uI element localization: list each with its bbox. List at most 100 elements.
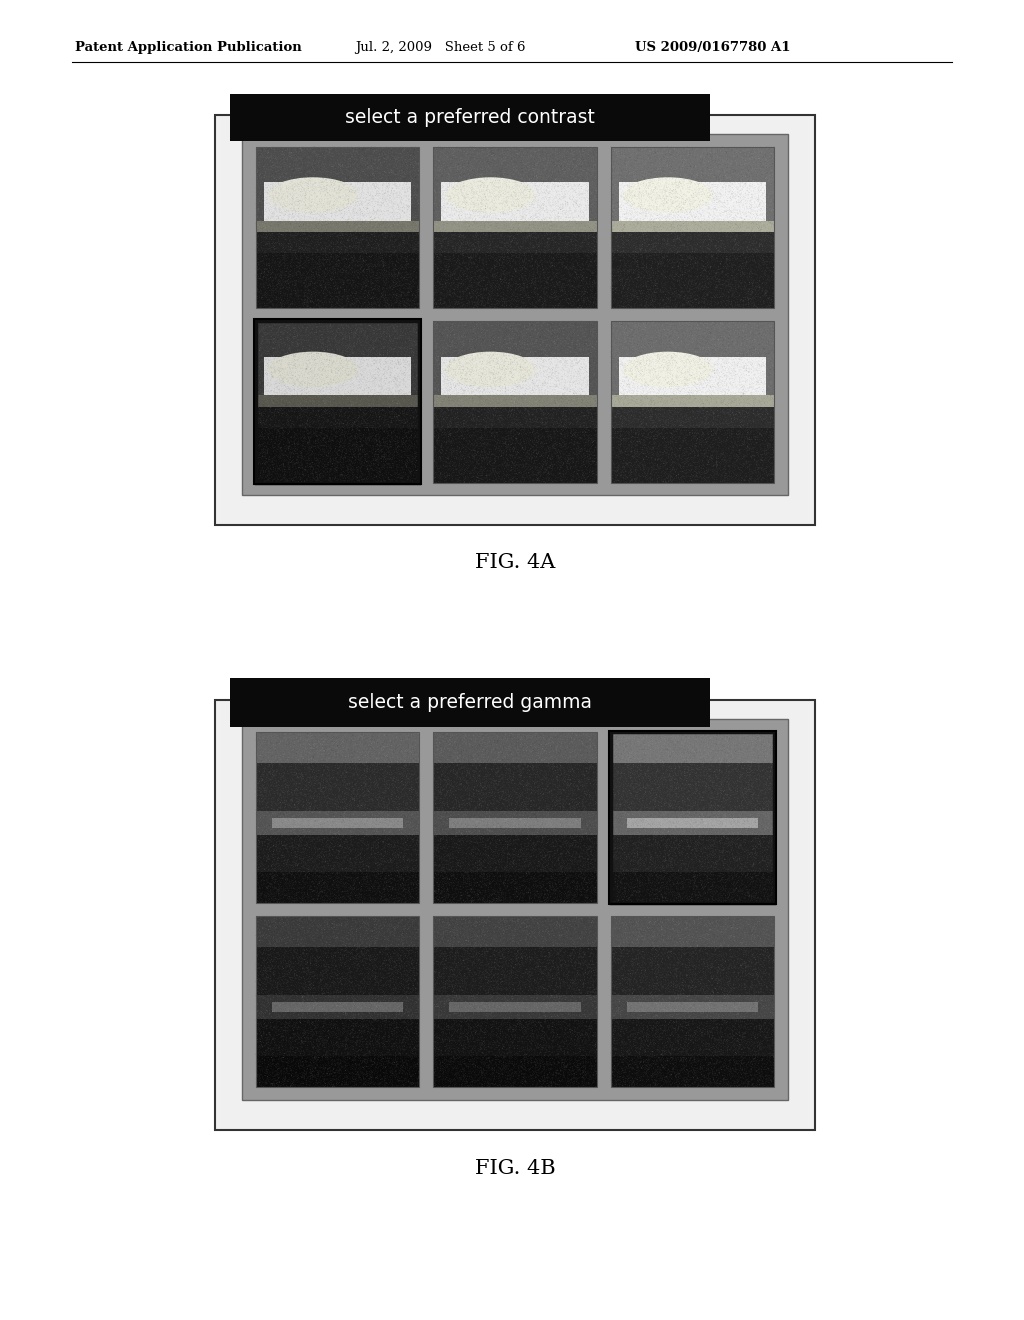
Point <box>602 161 618 182</box>
Point <box>404 915 421 936</box>
Point <box>292 210 308 231</box>
Point <box>559 226 575 247</box>
Point <box>455 863 471 884</box>
Point <box>266 261 283 282</box>
Point <box>473 731 489 752</box>
Point <box>618 824 635 845</box>
Point <box>709 248 725 269</box>
Point <box>441 137 458 158</box>
Point <box>359 933 376 954</box>
Point <box>408 459 424 480</box>
Point <box>664 970 680 991</box>
Point <box>441 824 458 845</box>
Point <box>459 1026 475 1047</box>
Point <box>444 1018 461 1039</box>
Point <box>307 793 324 814</box>
Point <box>342 821 358 842</box>
Point <box>654 325 671 346</box>
Point <box>584 816 600 837</box>
Point <box>310 803 327 824</box>
Point <box>765 379 781 400</box>
Point <box>507 292 523 313</box>
Point <box>507 775 523 796</box>
Point <box>398 147 415 168</box>
Point <box>361 272 378 293</box>
Point <box>762 1028 778 1049</box>
Point <box>679 211 695 232</box>
Point <box>705 814 721 836</box>
Point <box>468 164 484 185</box>
Point <box>262 319 279 341</box>
Point <box>435 395 452 416</box>
Point <box>721 854 737 875</box>
Point <box>584 354 600 375</box>
Point <box>475 880 492 902</box>
Point <box>760 384 776 405</box>
Point <box>756 890 772 911</box>
Point <box>623 260 639 281</box>
Point <box>498 731 514 752</box>
Point <box>264 1016 281 1038</box>
Point <box>560 364 577 385</box>
Point <box>371 862 387 883</box>
Point <box>490 166 507 187</box>
Point <box>305 180 322 201</box>
Point <box>321 803 337 824</box>
Point <box>732 775 749 796</box>
Point <box>354 722 371 743</box>
Point <box>252 207 268 228</box>
Point <box>504 162 520 183</box>
Point <box>699 866 716 887</box>
Point <box>539 737 555 758</box>
Point <box>293 408 309 429</box>
Point <box>410 1065 426 1086</box>
Point <box>686 936 702 957</box>
Point <box>369 263 385 284</box>
Point <box>453 197 469 218</box>
Point <box>369 777 385 799</box>
Point <box>426 801 442 822</box>
Point <box>481 1068 498 1089</box>
Point <box>362 883 379 904</box>
Point <box>656 425 673 446</box>
Point <box>638 268 654 289</box>
Point <box>496 939 512 960</box>
Point <box>567 737 584 758</box>
Point <box>459 766 475 787</box>
Point <box>484 323 501 345</box>
Point <box>583 781 599 803</box>
Point <box>288 401 304 422</box>
Point <box>674 432 690 453</box>
Point <box>663 432 679 453</box>
Point <box>481 168 498 189</box>
Point <box>622 1015 638 1036</box>
Point <box>650 985 667 1006</box>
Point <box>719 1030 735 1051</box>
Point <box>569 960 586 981</box>
Point <box>349 165 366 186</box>
Point <box>345 917 361 939</box>
Point <box>461 873 477 894</box>
Point <box>260 1071 276 1092</box>
Point <box>761 248 777 269</box>
Point <box>605 348 622 370</box>
Point <box>684 775 700 796</box>
Point <box>548 890 564 911</box>
Point <box>444 213 461 234</box>
Point <box>409 799 425 820</box>
Point <box>551 253 567 275</box>
Point <box>574 137 591 158</box>
Point <box>585 238 601 259</box>
Point <box>364 458 380 479</box>
Point <box>577 354 593 375</box>
Point <box>346 859 362 880</box>
Point <box>333 909 349 931</box>
Point <box>456 393 472 414</box>
Point <box>369 744 385 766</box>
Point <box>489 760 506 781</box>
Point <box>569 924 586 945</box>
Point <box>682 784 698 805</box>
Point <box>743 808 760 829</box>
Point <box>461 1048 477 1069</box>
Point <box>584 849 600 870</box>
